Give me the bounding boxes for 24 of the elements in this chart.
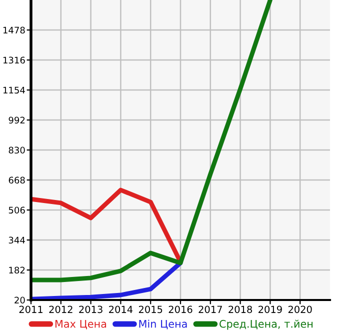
y-tick-label: 992 — [8, 116, 25, 124]
y-tick-label: 182 — [9, 266, 25, 274]
line-series — [31, 0, 272, 282]
y-tick-label: 1478 — [3, 26, 25, 34]
y-tick-label: 668 — [8, 176, 25, 184]
legend-label: Min Цена — [139, 320, 187, 330]
y-tick-label: 20 — [14, 296, 25, 304]
y-tick-label: 1154 — [3, 86, 25, 94]
x-tick-label: 2014 — [109, 306, 133, 314]
legend-label: Сред.Цена, т.йен — [220, 320, 313, 330]
x-tick-label: 2015 — [138, 306, 162, 314]
x-tick-label: 2020 — [288, 306, 312, 314]
y-tick-label: 344 — [8, 236, 25, 244]
y-tick-label: 830 — [8, 146, 25, 154]
x-tick-label: 2017 — [198, 306, 222, 314]
x-tick-label: 2013 — [79, 306, 102, 314]
x-tick-label: 2012 — [49, 306, 72, 314]
x-tick-label: 2018 — [228, 306, 252, 314]
legend-label: Max Цена — [55, 320, 106, 330]
y-tick-label: 506 — [8, 206, 25, 214]
y-tick-label: 1316 — [3, 56, 25, 64]
x-tick-label: 2019 — [258, 306, 282, 314]
x-tick-label: 2011 — [19, 306, 42, 314]
x-tick-label: 2016 — [168, 306, 192, 314]
